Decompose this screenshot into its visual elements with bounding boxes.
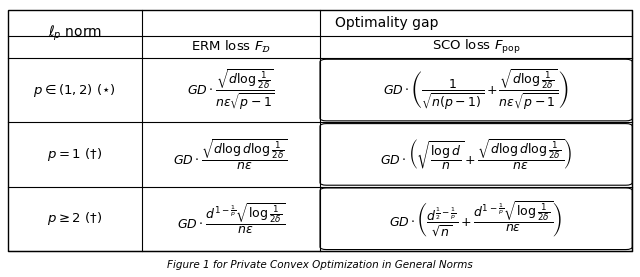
Text: $GD \cdot \dfrac{\sqrt{d \log \frac{1}{2\delta}}}{n\epsilon\sqrt{p-1}}$: $GD \cdot \dfrac{\sqrt{d \log \frac{1}{2… — [187, 68, 275, 112]
Text: $GD \cdot \left(\dfrac{1}{\sqrt{n(p-1)}} + \dfrac{\sqrt{d \log \frac{1}{2\delta}: $GD \cdot \left(\dfrac{1}{\sqrt{n(p-1)}}… — [383, 68, 569, 112]
Text: $p \in (1,2)\ (\star)$: $p \in (1,2)\ (\star)$ — [33, 81, 116, 99]
Text: SCO loss $F_{\mathrm{pop}}$: SCO loss $F_{\mathrm{pop}}$ — [432, 38, 520, 56]
Text: $p \geq 2\ (\dagger)$: $p \geq 2\ (\dagger)$ — [47, 210, 102, 227]
Text: $GD \cdot \left(\dfrac{d^{\frac{1}{2}-\frac{1}{p}}}{\sqrt{n}} + \dfrac{d^{1-\fra: $GD \cdot \left(\dfrac{d^{\frac{1}{2}-\f… — [390, 199, 563, 238]
Text: $GD \cdot \dfrac{\sqrt{d \log d \log \frac{1}{2\delta}}}{n\epsilon}$: $GD \cdot \dfrac{\sqrt{d \log d \log \fr… — [173, 137, 288, 172]
Text: Figure 1 for Private Convex Optimization in General Norms: Figure 1 for Private Convex Optimization… — [167, 260, 473, 270]
Text: $GD \cdot \left(\sqrt{\dfrac{\log d}{n}} + \dfrac{\sqrt{d \log d \log \frac{1}{2: $GD \cdot \left(\sqrt{\dfrac{\log d}{n}}… — [380, 137, 572, 172]
Text: $\ell_p$ norm: $\ell_p$ norm — [47, 24, 102, 43]
Text: $p = 1\ (\dagger)$: $p = 1\ (\dagger)$ — [47, 146, 102, 163]
Text: ERM loss $F_{\mathcal{D}}$: ERM loss $F_{\mathcal{D}}$ — [191, 39, 271, 55]
Text: Optimality gap: Optimality gap — [335, 16, 438, 30]
Text: $GD \cdot \dfrac{d^{1-\frac{1}{p}} \sqrt{\log \frac{1}{2\delta}}}{n\epsilon}$: $GD \cdot \dfrac{d^{1-\frac{1}{p}} \sqrt… — [177, 201, 285, 236]
